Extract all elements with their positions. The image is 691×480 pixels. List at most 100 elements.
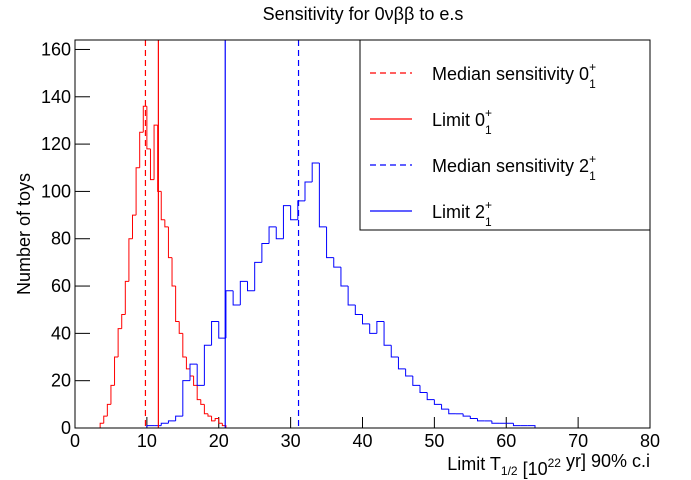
histogram-bin	[232, 290, 241, 306]
histogram-bin	[290, 205, 298, 221]
legend-sup: +	[589, 152, 596, 166]
histogram-bin	[261, 242, 270, 263]
histogram-bin	[142, 105, 147, 133]
histogram-bin	[462, 413, 471, 417]
histogram-bin	[221, 423, 227, 428]
histogram-bin	[433, 399, 442, 405]
legend-name: Median sensitivity 0	[432, 64, 589, 84]
histogram-bin	[247, 281, 255, 292]
histogram-bin	[193, 375, 198, 386]
x-tick-label: 0	[70, 431, 80, 451]
histogram-bin	[512, 423, 521, 427]
histogram-bin	[527, 425, 536, 428]
x-tick-label: 10	[137, 431, 157, 451]
histogram-bin	[114, 356, 119, 386]
histogram-bin	[239, 280, 248, 305]
histogram-bin	[412, 375, 420, 386]
x-tick-label: 50	[424, 431, 444, 451]
histogram-bin	[318, 163, 327, 228]
x-tick-label: 60	[496, 431, 516, 451]
histogram-bin	[426, 392, 435, 401]
histogram-bin	[211, 416, 216, 422]
legend-name: Limit 0	[432, 110, 485, 130]
histogram-bin	[182, 380, 190, 417]
histogram-bin	[218, 321, 226, 339]
y-tick-label: 100	[41, 181, 71, 201]
legend-label: Median sensitivity 2+ 1	[432, 152, 596, 183]
histogram-bin	[419, 385, 428, 394]
histogram-bin	[376, 321, 385, 334]
histogram-bin	[196, 385, 201, 401]
histogram-bin	[189, 363, 198, 381]
histogram-bin	[369, 323, 377, 334]
histogram-bin	[333, 257, 341, 268]
histogram-bin	[167, 420, 176, 424]
legend-sub: 1	[485, 123, 492, 137]
histogram-bin	[340, 267, 349, 287]
histogram-bin	[117, 328, 122, 358]
legend-sub: 1	[589, 169, 596, 183]
histogram-bin	[225, 290, 234, 339]
histogram-bin	[362, 314, 370, 325]
x-tick-label: 70	[568, 431, 588, 451]
histogram-bin	[196, 364, 205, 386]
histogram-bin	[175, 286, 180, 323]
histogram-bin	[160, 191, 165, 221]
histogram-bin	[153, 124, 158, 180]
y-tick-label: 120	[41, 134, 71, 154]
histogram-bin	[254, 261, 262, 291]
y-tick-label: 0	[61, 418, 71, 438]
histogram-bin	[218, 418, 223, 424]
histogram-bin	[469, 416, 478, 420]
histogram-bin	[397, 357, 406, 370]
histogram-bin	[491, 420, 500, 424]
histogram-bin	[121, 313, 126, 329]
histogram-bin	[124, 280, 129, 315]
histogram-bin	[171, 257, 176, 287]
legend-box	[359, 39, 651, 231]
x-tick-label: 20	[209, 431, 229, 451]
x-label-text: Limit T	[447, 454, 501, 474]
histogram-bin	[139, 131, 144, 168]
histogram-bin	[167, 226, 173, 259]
histogram-bin	[268, 226, 277, 244]
x-tick-label: 80	[640, 431, 660, 451]
histogram-bin	[203, 344, 212, 386]
y-tick-label: 80	[51, 229, 71, 249]
histogram-bin	[214, 418, 219, 421]
histogram-bin	[185, 357, 190, 370]
y-tick-label: 20	[51, 371, 71, 391]
histogram-bin	[157, 125, 162, 192]
histogram-bin	[304, 181, 313, 201]
histogram-bin	[182, 333, 187, 358]
histogram-bin	[160, 422, 169, 426]
histogram-bin	[178, 321, 183, 334]
histogram-bin	[207, 413, 212, 417]
legend-sub: 1	[589, 77, 596, 91]
histogram-bin	[99, 422, 104, 428]
histogram-bin	[297, 200, 305, 220]
histogram-bin	[203, 404, 208, 415]
y-axis-label: Number of toys	[14, 173, 34, 295]
histogram-bin	[326, 226, 334, 259]
histogram-bin	[200, 399, 205, 405]
histogram-bin	[132, 214, 137, 239]
histogram-bin	[354, 304, 363, 315]
legend-sup: +	[589, 60, 596, 74]
histogram-bin	[103, 415, 108, 424]
histogram-bin	[211, 321, 219, 346]
x-tick-label: 40	[352, 431, 372, 451]
histogram-bin	[347, 286, 356, 306]
x-axis-label: Limit T1/2 [1022 yr] 90% c.i	[447, 451, 650, 479]
histogram-bin	[405, 368, 413, 377]
histogram-bin	[311, 162, 320, 182]
histogram-bin	[390, 345, 399, 358]
histogram-bin	[448, 409, 456, 415]
x-label-sub: 1/2	[501, 464, 518, 478]
legend-sub: 1	[485, 215, 492, 229]
histogram-bin	[128, 238, 133, 282]
y-tick-label: 140	[41, 87, 71, 107]
y-tick-label: 160	[41, 39, 71, 59]
